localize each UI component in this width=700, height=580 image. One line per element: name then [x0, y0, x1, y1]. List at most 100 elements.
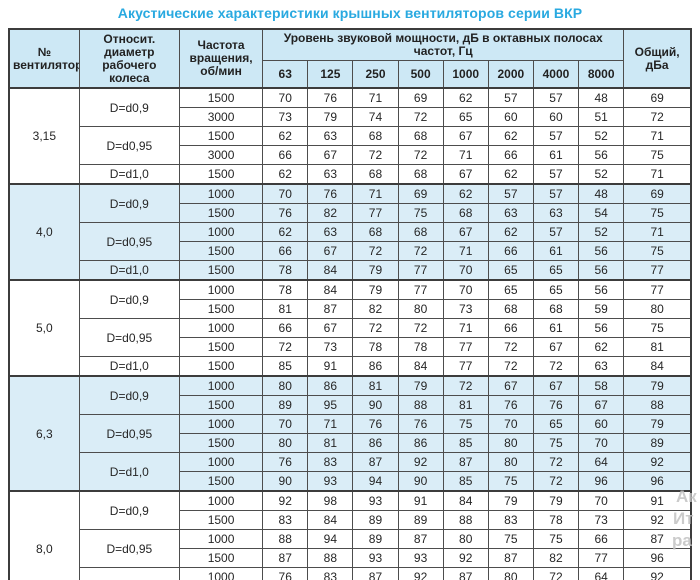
- total-dba-cell: 69: [623, 183, 692, 204]
- spl-value-cell: 87: [352, 567, 399, 580]
- spl-value-cell: 65: [442, 107, 489, 127]
- total-dba-cell: 88: [623, 395, 692, 415]
- table-row: 3000 66 67 72 72 71 66 61 56 75: [9, 145, 692, 165]
- total-dba-cell: 69: [623, 87, 692, 108]
- total-dba-cell: 81: [623, 337, 692, 357]
- table-row: D=d1,0 1500 78 84 79 77 70 65 65 56 77: [9, 260, 692, 281]
- col-header-freq-250: 250: [352, 60, 399, 89]
- total-dba-cell: 71: [623, 126, 692, 146]
- spl-value-cell: 67: [442, 164, 489, 185]
- spl-value-cell: 59: [578, 299, 625, 319]
- spl-value-cell: 76: [262, 452, 309, 472]
- col-header-freq-2000: 2000: [487, 60, 534, 89]
- diameter-cell: D=d0,95: [78, 529, 180, 568]
- spl-value-cell: 66: [262, 318, 309, 338]
- spl-value-cell: 71: [307, 414, 354, 434]
- spl-value-cell: 70: [262, 414, 309, 434]
- spl-value-cell: 66: [262, 145, 309, 165]
- spl-value-cell: 87: [397, 529, 444, 549]
- spl-value-cell: 56: [578, 279, 625, 300]
- spl-value-cell: 57: [487, 87, 534, 108]
- spl-value-cell: 79: [352, 260, 399, 281]
- rpm-cell: 1000: [178, 452, 264, 472]
- spl-value-cell: 88: [397, 395, 444, 415]
- total-dba-cell: 72: [623, 107, 692, 127]
- table-row: 1500 80 81 86 86 85 80 75 70 89: [9, 433, 692, 453]
- rpm-cell: 1500: [178, 510, 264, 530]
- spl-value-cell: 87: [307, 299, 354, 319]
- rpm-cell: 1500: [178, 260, 264, 281]
- spl-value-cell: 72: [352, 145, 399, 165]
- spl-value-cell: 71: [352, 87, 399, 108]
- spl-value-cell: 67: [487, 375, 534, 396]
- spl-value-cell: 77: [397, 260, 444, 281]
- spl-value-cell: 68: [352, 126, 399, 146]
- rpm-cell: 1000: [178, 318, 264, 338]
- diameter-cell: D=d0,95: [78, 222, 180, 261]
- spl-value-cell: 76: [352, 414, 399, 434]
- rpm-cell: 1500: [178, 126, 264, 146]
- spl-value-cell: 93: [352, 548, 399, 568]
- spl-value-cell: 66: [487, 318, 534, 338]
- spl-value-cell: 92: [442, 548, 489, 568]
- spl-value-cell: 91: [397, 490, 444, 511]
- table-row: D=d0,95 1000 62 63 68 68 67 62 57 52 71: [9, 222, 692, 261]
- col-header-total: Общий, дБа: [623, 28, 692, 89]
- table-row: 1500 89 95 90 88 81 76 76 67 88: [9, 395, 692, 415]
- spl-value-cell: 71: [442, 318, 489, 338]
- spl-value-cell: 81: [307, 433, 354, 453]
- table-row: D=d0,95 1000 66 67 72 72 71 66 61 56 75: [9, 318, 692, 357]
- spl-value-cell: 80: [487, 567, 534, 580]
- spl-value-cell: 80: [262, 433, 309, 453]
- spl-value-cell: 88: [307, 548, 354, 568]
- spl-value-cell: 72: [487, 337, 534, 357]
- spl-value-cell: 81: [352, 375, 399, 396]
- spl-value-cell: 68: [442, 203, 489, 223]
- total-dba-cell: 91: [623, 490, 692, 511]
- spl-value-cell: 52: [578, 164, 625, 185]
- diameter-cell: D=d0,9: [78, 490, 180, 530]
- spl-value-cell: 83: [487, 510, 534, 530]
- table-row: D=d1,0 1500 85 91 86 84 77 72 72 63 84: [9, 356, 692, 377]
- rpm-cell: 1000: [178, 567, 264, 580]
- spl-value-cell: 57: [532, 126, 580, 146]
- spl-value-cell: 81: [262, 299, 309, 319]
- spl-value-cell: 65: [532, 414, 580, 434]
- spl-value-cell: 52: [578, 126, 625, 146]
- spl-value-cell: 88: [262, 529, 309, 549]
- spl-value-cell: 82: [532, 548, 580, 568]
- table-row: 8,0 D=d0,9 1000 92 98 93 91 84 79 79 70 91: [8, 490, 692, 580]
- spl-value-cell: 73: [307, 337, 354, 357]
- spl-value-cell: 74: [352, 107, 399, 127]
- table-row: 3,15 D=d0,9 1500 70 76 71 69 62 57 57 48 69: [8, 87, 692, 185]
- spl-value-cell: 72: [532, 471, 580, 492]
- spl-value-cell: 71: [442, 145, 489, 165]
- spl-value-cell: 66: [262, 241, 309, 261]
- spl-value-cell: 83: [307, 567, 354, 580]
- spl-value-cell: 54: [578, 203, 625, 223]
- spl-value-cell: 75: [532, 529, 580, 549]
- spl-value-cell: 84: [307, 260, 354, 281]
- total-dba-cell: 71: [623, 222, 692, 242]
- rpm-cell: 1000: [178, 183, 264, 204]
- table-row: 1500 83 84 89 89 88 83 78 73 92: [9, 510, 692, 530]
- spl-value-cell: 90: [352, 395, 399, 415]
- col-header-speed: Частота вращения, об/мин: [178, 28, 264, 89]
- spl-value-cell: 62: [262, 164, 309, 185]
- spl-value-cell: 65: [487, 260, 534, 281]
- spl-value-cell: 70: [442, 260, 489, 281]
- spl-value-cell: 82: [352, 299, 399, 319]
- col-header-diameter: Относит. диаметр рабочего колеса: [78, 28, 180, 89]
- spl-value-cell: 68: [397, 222, 444, 242]
- spl-value-cell: 58: [578, 375, 625, 396]
- total-dba-cell: 71: [623, 164, 692, 185]
- table-row: 1500 90 93 94 90 85 75 72 96 96: [9, 471, 692, 492]
- spl-value-cell: 62: [487, 126, 534, 146]
- spl-value-cell: 73: [262, 107, 309, 127]
- table-row: 1500 81 87 82 80 73 68 68 59 80: [9, 299, 692, 319]
- spl-value-cell: 94: [352, 471, 399, 492]
- spl-value-cell: 76: [307, 183, 354, 204]
- table-row: 6,3 D=d0,9 1000 80 86 81 79 72 67 67 58 79: [8, 375, 692, 492]
- col-header-freq-8000: 8000: [578, 60, 625, 89]
- spl-value-cell: 77: [442, 337, 489, 357]
